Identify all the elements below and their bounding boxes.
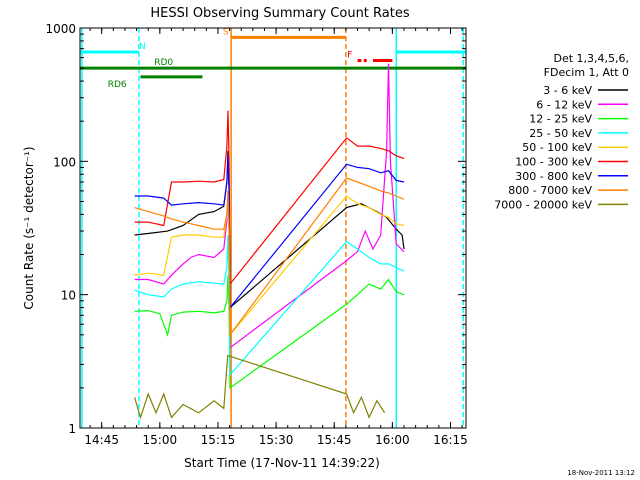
legend-label-3: 25 - 50 keV <box>529 127 592 140</box>
legend-label-7: 800 - 7000 keV <box>508 184 592 197</box>
legend-label-4: 50 - 100 keV <box>522 141 592 154</box>
y-tick-label-0: 1 <box>68 422 76 436</box>
y-axis-label: Count Rate (s⁻¹ detector⁻¹) <box>22 146 36 309</box>
plot-frame <box>79 27 467 429</box>
legend-label-8: 7000 - 20000 keV <box>494 198 592 211</box>
legend-label-6: 300 - 800 keV <box>515 170 592 183</box>
state-label-0: N <box>139 42 146 52</box>
legend-label-1: 6 - 12 keV <box>536 98 592 111</box>
x-axis-label: Start Time (17-Nov-11 14:39:22) <box>184 456 380 470</box>
y-tick-label-1: 10 <box>61 289 76 303</box>
legend-label-2: 12 - 25 keV <box>529 113 592 126</box>
series-line-0 <box>134 150 405 309</box>
x-tick-label-4: 15:45 <box>317 433 352 447</box>
chart-title: HESSI Observing Summary Count Rates <box>150 6 409 21</box>
series-line-2 <box>134 275 405 390</box>
series-line-5 <box>134 110 405 286</box>
series-line-4 <box>134 190 405 337</box>
x-tick-label-6: 16:15 <box>433 433 468 447</box>
legend-label-0: 3 - 6 keV <box>543 84 592 97</box>
series-line-6 <box>134 155 405 310</box>
state-label-2: S <box>223 27 229 37</box>
series-line-8 <box>134 354 386 420</box>
series-line-7 <box>134 177 405 337</box>
x-tick-label-2: 15:15 <box>201 433 236 447</box>
footer-date: 18-Nov-2011 13:12 <box>567 469 635 477</box>
x-tick-label-0: 14:45 <box>84 433 119 447</box>
x-tick-label-5: 16:00 <box>375 433 410 447</box>
annotation-layer: N S F RD0 RD6 <box>80 27 466 428</box>
series-layer <box>134 63 405 420</box>
state-label-5: RD6 <box>108 80 127 90</box>
legend-header-line-1: Det 1,3,4,5,6, <box>553 52 629 65</box>
axes-layer: 14:45 15:00 15:15 15:30 15:45 16:00 16:15 1 10 10… <box>45 22 467 447</box>
legend-header-line-2: FDecim 1, Att 0 <box>544 66 629 79</box>
x-tick-label-1: 15:00 <box>143 433 178 447</box>
y-tick-label-3: 1000 <box>45 22 76 36</box>
legend-label-5: 100 - 300 keV <box>515 156 592 169</box>
x-tick-label-3: 15:30 <box>259 433 294 447</box>
state-label-4: RD0 <box>154 58 173 68</box>
state-label-3: F <box>347 51 352 61</box>
y-tick-label-2: 100 <box>53 155 76 169</box>
series-line-3 <box>134 234 405 377</box>
